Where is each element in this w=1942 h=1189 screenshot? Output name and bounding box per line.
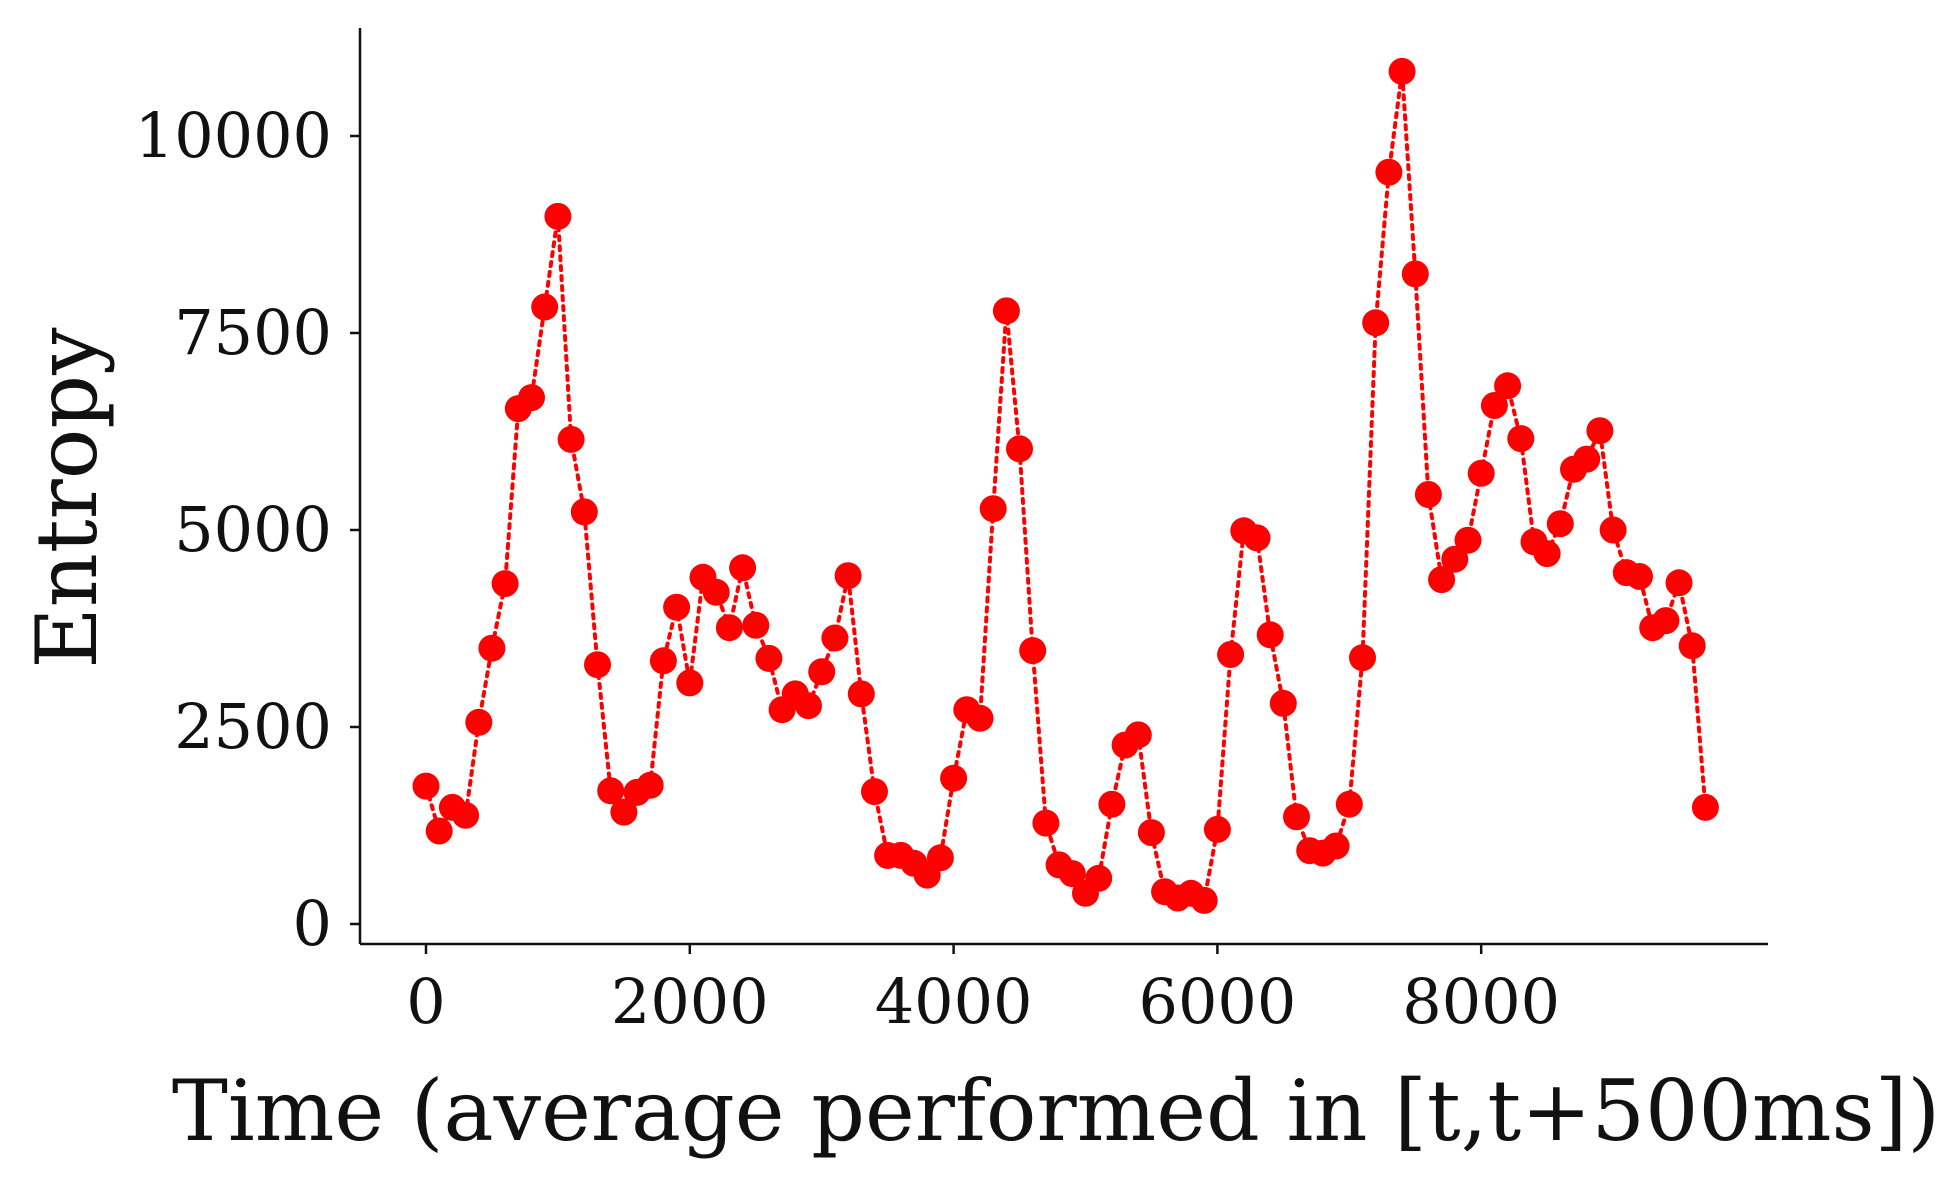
data-point	[1375, 158, 1403, 186]
data-point	[1006, 435, 1033, 463]
data-point	[979, 495, 1007, 523]
data-point	[966, 704, 994, 732]
data-point	[1586, 417, 1614, 445]
data-point	[1098, 790, 1126, 818]
y-tick-label: 5000	[174, 493, 332, 566]
data-point	[795, 692, 822, 720]
y-tick-label: 7500	[174, 296, 332, 369]
data-point	[1573, 445, 1601, 473]
series-line	[424, 71, 1708, 904]
data-point	[1388, 57, 1416, 85]
data-point	[1256, 621, 1284, 649]
data-point	[1058, 860, 1086, 888]
data-point	[1480, 392, 1508, 419]
data-point	[1428, 566, 1456, 594]
data-point	[715, 614, 743, 642]
data-point	[1243, 524, 1271, 552]
data-point	[1190, 886, 1218, 914]
data-point	[1283, 803, 1310, 831]
data-point	[940, 764, 968, 792]
series-layer	[412, 57, 1719, 914]
data-point	[584, 651, 611, 679]
data-point	[1414, 481, 1442, 508]
data-point	[834, 562, 862, 590]
data-point	[1203, 815, 1231, 843]
data-point	[1032, 809, 1060, 837]
x-ticks: 0 2000 4000 6000 8000	[406, 944, 1560, 1038]
data-point	[610, 798, 638, 826]
data-point	[597, 777, 625, 805]
data-point	[1467, 459, 1495, 487]
data-point	[1401, 260, 1429, 288]
data-point	[1085, 864, 1113, 892]
data-point	[518, 384, 545, 412]
data-point	[1362, 309, 1390, 337]
data-point	[570, 498, 598, 526]
data-point	[1494, 372, 1522, 400]
data-point	[676, 669, 704, 697]
axes	[358, 28, 1768, 946]
data-point	[1269, 689, 1297, 717]
data-point	[1137, 819, 1165, 847]
x-tick-label: 6000	[1139, 965, 1297, 1038]
data-point	[531, 293, 559, 321]
data-point	[1546, 510, 1574, 538]
data-point	[1217, 641, 1245, 668]
data-point	[636, 771, 664, 799]
data-point	[861, 778, 888, 806]
data-point	[808, 658, 836, 686]
x-tick-label: 2000	[611, 965, 769, 1038]
data-point	[1599, 516, 1627, 544]
x-axis-title: Time (average performed in [t,t+500ms])	[172, 1062, 1940, 1160]
data-point	[1678, 632, 1706, 660]
y-tick-label: 10000	[135, 99, 332, 172]
data-point	[926, 844, 954, 872]
data-point	[557, 425, 585, 453]
data-point	[1322, 832, 1350, 860]
data-point	[544, 202, 572, 230]
data-point	[755, 644, 783, 672]
data-point	[1507, 425, 1535, 453]
data-point	[412, 772, 440, 800]
data-point	[1626, 563, 1653, 590]
data-point	[1454, 526, 1482, 554]
data-point	[478, 634, 506, 662]
y-tick-label: 2500	[174, 690, 332, 763]
x-tick-label: 8000	[1402, 965, 1560, 1038]
data-point	[465, 708, 493, 736]
data-point	[425, 817, 453, 845]
data-point	[821, 624, 849, 652]
data-point	[649, 647, 677, 675]
data-point	[1691, 793, 1719, 821]
data-point	[1335, 790, 1363, 818]
data-point	[742, 611, 770, 639]
data-point	[702, 578, 730, 606]
data-point	[1124, 721, 1152, 749]
y-tick-label: 0	[293, 887, 332, 960]
y-axis-title: Entropy	[18, 327, 116, 669]
data-point	[1349, 644, 1376, 672]
data-point	[491, 570, 519, 598]
data-point	[1652, 607, 1680, 635]
y-ticks: 0 2500 5000 7500 10000	[135, 99, 360, 960]
data-point	[1533, 540, 1561, 568]
data-point	[1019, 637, 1047, 665]
data-point	[847, 680, 875, 708]
x-tick-label: 4000	[875, 965, 1033, 1038]
data-point	[452, 801, 480, 829]
data-point	[663, 593, 691, 621]
data-point	[1441, 545, 1469, 573]
data-point	[992, 297, 1020, 325]
x-tick-label: 0	[406, 965, 445, 1038]
data-point	[1665, 569, 1693, 597]
data-point	[729, 554, 757, 582]
